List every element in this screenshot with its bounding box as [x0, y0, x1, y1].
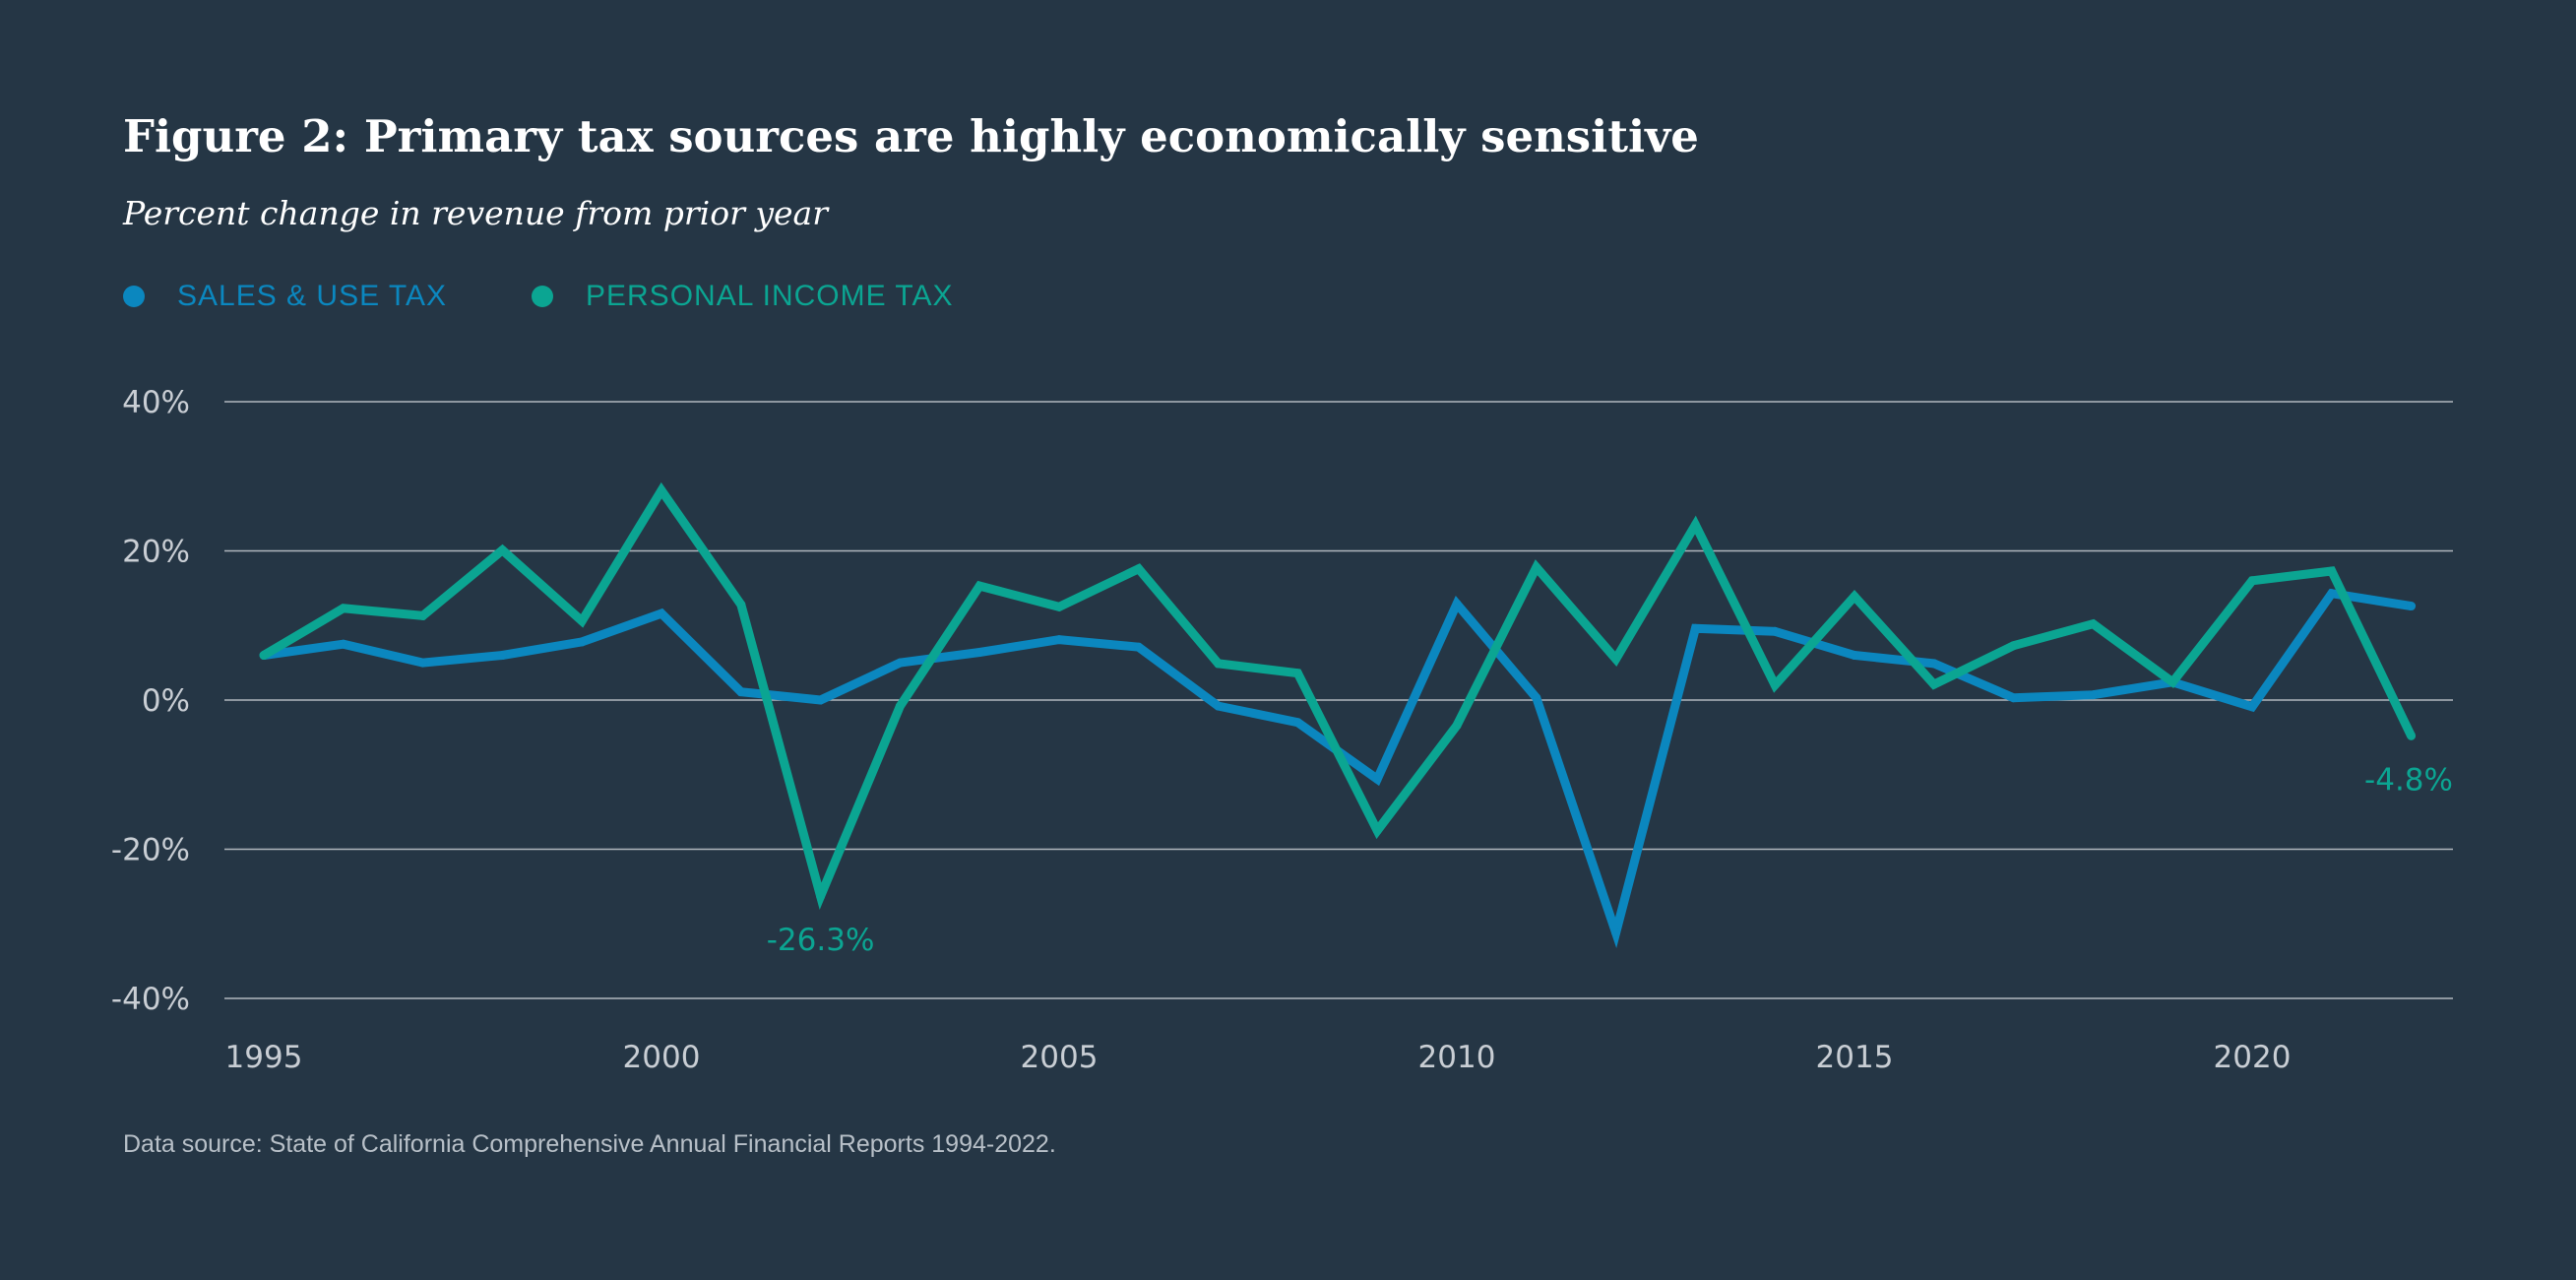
- chart-title: Figure 2: Primary tax sources are highly…: [123, 110, 1699, 162]
- data-point-sales-tax: [2088, 690, 2098, 700]
- data-point-income-tax: [2088, 619, 2098, 629]
- data-point-income-tax: [736, 600, 746, 609]
- y-tick-label: -20%: [111, 833, 190, 868]
- data-point-sales-tax: [1134, 642, 1144, 652]
- data-point-sales-tax: [736, 687, 746, 697]
- legend-item-sales-tax: SALES & USE TAX: [123, 280, 447, 313]
- annotation-label: -4.8%: [2364, 762, 2453, 798]
- data-point-sales-tax: [1372, 774, 1382, 784]
- series-line-sales-tax: [263, 588, 2413, 948]
- data-point-income-tax: [2247, 576, 2257, 586]
- data-point-income-tax: [1690, 520, 1700, 530]
- annotation-label: -26.3%: [767, 923, 875, 958]
- data-point-income-tax: [339, 604, 348, 613]
- data-source-note: Data source: State of California Compreh…: [123, 1130, 1056, 1158]
- data-point-income-tax: [1770, 680, 1780, 690]
- data-point-sales-tax: [577, 637, 587, 647]
- data-point-income-tax: [1452, 721, 1462, 731]
- data-point-income-tax: [1850, 592, 1859, 602]
- x-tick-label: 2020: [2214, 1040, 2292, 1075]
- legend-swatch-income-tax: [532, 286, 553, 307]
- data-point-sales-tax: [1611, 928, 1621, 937]
- data-point-income-tax: [657, 485, 666, 495]
- data-point-income-tax: [2168, 677, 2177, 687]
- data-point-income-tax: [1214, 659, 1224, 669]
- data-point-sales-tax: [1929, 659, 1939, 669]
- y-tick-label: -40%: [111, 982, 190, 1017]
- data-point-sales-tax: [974, 648, 984, 658]
- data-point-income-tax: [816, 891, 826, 901]
- x-tick-label: 2015: [1816, 1040, 1894, 1075]
- legend-swatch-sales-tax: [123, 286, 145, 307]
- data-point-sales-tax: [497, 651, 507, 661]
- y-tick-label: 40%: [122, 385, 190, 420]
- data-point-income-tax: [1929, 679, 1939, 689]
- data-point-income-tax: [1532, 562, 1541, 572]
- data-point-sales-tax: [1214, 701, 1224, 711]
- chart-legend: SALES & USE TAX PERSONAL INCOME TAX: [123, 280, 1038, 313]
- x-tick-label: 2000: [623, 1040, 701, 1075]
- data-point-sales-tax: [2247, 702, 2257, 712]
- data-point-sales-tax: [1532, 693, 1541, 703]
- data-point-income-tax: [1134, 564, 1144, 574]
- data-point-income-tax: [418, 610, 428, 620]
- data-point-income-tax: [2009, 641, 2019, 651]
- data-point-income-tax: [2327, 566, 2337, 576]
- data-point-sales-tax: [1770, 626, 1780, 636]
- data-point-sales-tax: [1850, 651, 1859, 661]
- data-point-income-tax: [2407, 731, 2417, 740]
- data-point-income-tax: [577, 616, 587, 626]
- data-point-sales-tax: [2407, 602, 2417, 611]
- data-point-sales-tax: [895, 658, 905, 668]
- data-point-sales-tax: [1292, 718, 1302, 728]
- legend-item-income-tax: PERSONAL INCOME TAX: [532, 280, 954, 313]
- data-point-income-tax: [1292, 669, 1302, 678]
- data-point-sales-tax: [1054, 635, 1064, 645]
- data-point-sales-tax: [1690, 623, 1700, 633]
- data-point-sales-tax: [816, 695, 826, 705]
- data-point-sales-tax: [1452, 599, 1462, 608]
- data-point-income-tax: [1372, 826, 1382, 836]
- data-point-income-tax: [497, 545, 507, 555]
- data-point-income-tax: [895, 701, 905, 711]
- x-tick-label: 2010: [1418, 1040, 1496, 1075]
- y-tick-label: 20%: [122, 535, 190, 570]
- data-point-income-tax: [1611, 654, 1621, 664]
- y-tick-label: 0%: [142, 683, 190, 719]
- chart-subtitle: Percent change in revenue from prior yea…: [123, 194, 828, 232]
- legend-label-income-tax: PERSONAL INCOME TAX: [586, 280, 954, 312]
- data-point-income-tax: [1054, 602, 1064, 611]
- data-point-income-tax: [974, 581, 984, 591]
- legend-label-sales-tax: SALES & USE TAX: [177, 280, 447, 312]
- data-point-income-tax: [259, 651, 269, 661]
- data-point-sales-tax: [2009, 693, 2019, 703]
- data-point-sales-tax: [657, 608, 666, 618]
- data-point-sales-tax: [418, 658, 428, 668]
- data-point-sales-tax: [2327, 589, 2337, 599]
- x-tick-label: 2005: [1021, 1040, 1099, 1075]
- series-line-income-tax: [261, 481, 2416, 911]
- data-point-sales-tax: [339, 639, 348, 649]
- x-tick-label: 1995: [225, 1040, 303, 1075]
